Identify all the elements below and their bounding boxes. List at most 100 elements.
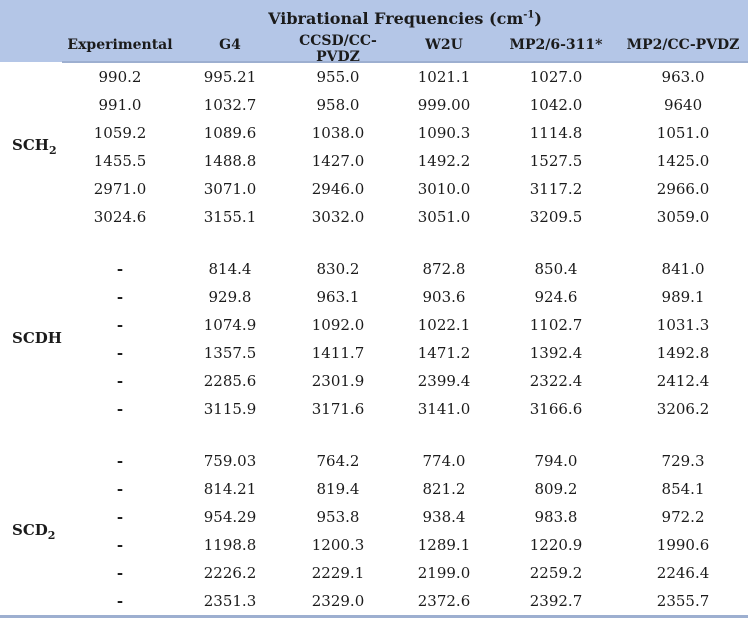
- table-cell: 3171.6: [282, 395, 394, 423]
- table-cell: 995.21: [178, 62, 282, 91]
- table-row: - 2226.2 2229.1 2199.0 2259.2 2246.4: [0, 559, 748, 587]
- table-row: SCDH - 814.4 830.2 872.8 850.4 841.0: [0, 255, 748, 423]
- table-cell: 821.2: [394, 475, 494, 503]
- table-cell: 1032.7: [178, 91, 282, 119]
- group-spacer: [0, 423, 748, 447]
- column-header-row: Experimental G4 CCSD/CC-PVDZ W2U MP2/6-3…: [0, 29, 748, 65]
- table-cell: 1357.5: [178, 339, 282, 367]
- table-cell: 3024.6: [62, 203, 178, 231]
- group-label-text: SCD: [12, 520, 48, 539]
- table-cell: 1059.2: [62, 119, 178, 147]
- group-spacer-row: [0, 231, 748, 255]
- table-cell: -: [62, 311, 178, 339]
- table-cell: 794.0: [494, 447, 618, 475]
- table-cell: 1200.3: [282, 531, 394, 559]
- group-label-text: SCH: [12, 136, 49, 154]
- table-row: 1455.5 1488.8 1427.0 1492.2 1527.5 1425.…: [0, 147, 748, 175]
- table-cell: 955.0: [282, 62, 394, 91]
- table-cell: 954.29: [178, 503, 282, 531]
- table-cell: 1074.9: [178, 311, 282, 339]
- table-row: SCD2 - 759.03 764.2 774.0 794.0 729.3: [0, 447, 748, 617]
- table-header: Vibrational Frequencies (cm-1) Experimen…: [0, 0, 748, 65]
- table-cell: 759.03: [178, 447, 282, 475]
- table-cell: 1051.0: [618, 119, 748, 147]
- table-title: Vibrational Frequencies (cm-1): [62, 0, 748, 29]
- table-cell: 1455.5: [62, 147, 178, 175]
- table-cell: 2285.6: [178, 367, 282, 395]
- table-cell: 2399.4: [394, 367, 494, 395]
- table-cell: 1425.0: [618, 147, 748, 175]
- table-cell: 1102.7: [494, 311, 618, 339]
- column-header-label: Experimental: [67, 37, 173, 53]
- column-header-w2u: W2U: [394, 29, 494, 63]
- table-row: - 929.8 963.1 903.6 924.6 989.1: [0, 283, 748, 311]
- column-header-experimental: Experimental: [62, 29, 178, 63]
- column-header-mp2-6-311: MP2/6-311*: [494, 29, 618, 63]
- table-cell: 1027.0: [494, 62, 618, 91]
- table-cell: 1527.5: [494, 147, 618, 175]
- table-cell: -: [62, 475, 178, 503]
- table-cell: 729.3: [618, 447, 748, 475]
- column-header-label: MP2/6-311*: [509, 37, 603, 53]
- table-cell: 953.8: [282, 503, 394, 531]
- table-cell: 2971.0: [62, 175, 178, 203]
- table-cell: 1031.3: [618, 311, 748, 339]
- table-cell: 3010.0: [394, 175, 494, 203]
- table-cell: 2329.0: [282, 587, 394, 617]
- table-row: - 2285.6 2301.9 2399.4 2322.4 2412.4: [0, 367, 748, 395]
- table-row: SCH2 990.2 995.21 955.0 1021.1 1027.0 96…: [0, 62, 748, 231]
- table-cell: -: [62, 395, 178, 423]
- table-cell: 3051.0: [394, 203, 494, 231]
- table-cell: -: [62, 559, 178, 587]
- table-cell: 1089.6: [178, 119, 282, 147]
- table-row: - 1198.8 1200.3 1289.1 1220.9 1990.6: [0, 531, 748, 559]
- table-cell: -: [62, 367, 178, 395]
- table-cell: 1492.8: [618, 339, 748, 367]
- group-label-sch2: SCH2: [0, 62, 62, 231]
- table-cell: 958.0: [282, 91, 394, 119]
- table-cell: 1021.1: [394, 62, 494, 91]
- table-cell: 1220.9: [494, 531, 618, 559]
- column-header-label: CCSD/CC-PVDZ: [299, 33, 377, 65]
- table-cell: 819.4: [282, 475, 394, 503]
- table-cell: 2226.2: [178, 559, 282, 587]
- table-row: - 3115.9 3171.6 3141.0 3166.6 3206.2: [0, 395, 748, 423]
- table-cell: 2351.3: [178, 587, 282, 617]
- table-cell: 3115.9: [178, 395, 282, 423]
- column-header-g4: G4: [178, 29, 282, 63]
- column-header-ccsd-cc-pvdz: CCSD/CC-PVDZ: [282, 29, 394, 65]
- table-cell: 830.2: [282, 255, 394, 283]
- table-cell: 1038.0: [282, 119, 394, 147]
- group-label-subscript: 2: [48, 144, 57, 157]
- header-empty-cell: [0, 29, 62, 62]
- table-cell: 1392.4: [494, 339, 618, 367]
- table-row: - 1357.5 1411.7 1471.2 1392.4 1492.8: [0, 339, 748, 367]
- table-cell: 1492.2: [394, 147, 494, 175]
- table-cell: 989.1: [618, 283, 748, 311]
- table-cell: 1471.2: [394, 339, 494, 367]
- table-cell: 3166.6: [494, 395, 618, 423]
- table-cell: 991.0: [62, 91, 178, 119]
- column-header-label: W2U: [425, 37, 463, 53]
- table-cell: 2246.4: [618, 559, 748, 587]
- table-cell: 1427.0: [282, 147, 394, 175]
- table-cell: 3071.0: [178, 175, 282, 203]
- table-cell: 1198.8: [178, 531, 282, 559]
- table-cell: 3141.0: [394, 395, 494, 423]
- table-cell: 1289.1: [394, 531, 494, 559]
- table-cell: 3209.5: [494, 203, 618, 231]
- table-row: - 954.29 953.8 938.4 983.8 972.2: [0, 503, 748, 531]
- table-cell: 1042.0: [494, 91, 618, 119]
- table-body: SCH2 990.2 995.21 955.0 1021.1 1027.0 96…: [0, 62, 748, 617]
- table-cell: 2322.4: [494, 367, 618, 395]
- table-cell: -: [62, 587, 178, 617]
- table-cell: 854.1: [618, 475, 748, 503]
- table-row: 991.0 1032.7 958.0 999.00 1042.0 9640: [0, 91, 748, 119]
- table-cell: 990.2: [62, 62, 178, 91]
- table-cell: 963.0: [618, 62, 748, 91]
- column-header-label: G4: [219, 37, 241, 53]
- table-cell: 814.21: [178, 475, 282, 503]
- table-cell: 2966.0: [618, 175, 748, 203]
- table-cell: 999.00: [394, 91, 494, 119]
